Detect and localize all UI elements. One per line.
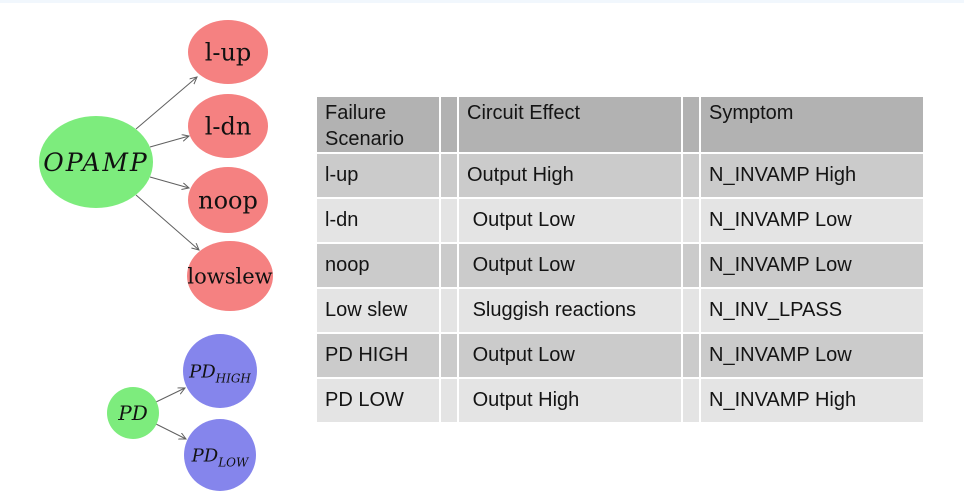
edge-opamp-lup xyxy=(135,77,197,130)
pd-low-subscript: LOW xyxy=(217,455,250,469)
edge-opamp-ldn xyxy=(149,136,189,148)
spacer-cell xyxy=(683,334,699,377)
cell-symptom: N_INVAMP High xyxy=(701,379,923,422)
edge-opamp-noop xyxy=(149,176,189,188)
table-header-row: Failure Scenario Circuit Effect Symptom xyxy=(317,97,923,152)
cell-effect: Output Low xyxy=(459,199,681,242)
node-pd-high-label: PDHIGH xyxy=(188,361,251,385)
spacer-cell xyxy=(441,154,457,197)
header-symptom: Symptom xyxy=(701,97,923,152)
failure-scenario-table: Failure Scenario Circuit Effect Symptom … xyxy=(315,95,925,424)
pd-low-main: PD xyxy=(191,445,219,466)
cell-effect: Output High xyxy=(459,154,681,197)
node-opamp xyxy=(39,116,153,208)
node-pd-low-label: PDLOW xyxy=(191,445,250,469)
node-pd-low xyxy=(184,419,256,491)
top-accent-strip xyxy=(0,0,964,3)
pd-fault-diagram: PD PDHIGH PDLOW xyxy=(107,334,257,491)
spacer-cell xyxy=(441,199,457,242)
node-opamp-label: OPAMP xyxy=(43,148,149,177)
header-failure-scenario: Failure Scenario xyxy=(317,97,439,152)
edge-pd-high xyxy=(155,388,185,403)
table-row: l-up Output High N_INVAMP High xyxy=(317,154,923,197)
node-ldn-label: l-dn xyxy=(205,112,252,140)
table-row: PD HIGH Output Low N_INVAMP Low xyxy=(317,334,923,377)
cell-failure: l-dn xyxy=(317,199,439,242)
spacer-cell xyxy=(683,379,699,422)
node-noop-label: noop xyxy=(198,186,258,214)
spacer-cell xyxy=(441,244,457,287)
cell-failure: l-up xyxy=(317,154,439,197)
cell-effect: Output High xyxy=(459,379,681,422)
cell-symptom: N_INVAMP Low xyxy=(701,199,923,242)
spacer-cell xyxy=(683,244,699,287)
table-row: l-dn Output Low N_INVAMP Low xyxy=(317,199,923,242)
cell-failure: PD HIGH xyxy=(317,334,439,377)
table-row: PD LOW Output High N_INVAMP High xyxy=(317,379,923,422)
cell-symptom: N_INV_LPASS xyxy=(701,289,923,332)
spacer-cell xyxy=(683,154,699,197)
header-spacer xyxy=(683,97,699,152)
table-row: noop Output Low N_INVAMP Low xyxy=(317,244,923,287)
cell-symptom: N_INVAMP High xyxy=(701,154,923,197)
pd-high-subscript: HIGH xyxy=(215,371,252,385)
node-lowslew xyxy=(187,241,273,311)
cell-failure: noop xyxy=(317,244,439,287)
opamp-fault-diagram: OPAMP l-up l-dn noop lowslew xyxy=(39,20,273,311)
table-row: Low slew Sluggish reactions N_INV_LPASS xyxy=(317,289,923,332)
cell-failure: PD LOW xyxy=(317,379,439,422)
cell-effect: Output Low xyxy=(459,244,681,287)
node-pd-high xyxy=(183,334,257,408)
spacer-cell xyxy=(441,379,457,422)
node-lup xyxy=(188,20,268,84)
node-pd-label: PD xyxy=(117,401,148,425)
node-lup-label: l-up xyxy=(205,38,252,66)
pd-high-main: PD xyxy=(188,361,216,382)
header-spacer xyxy=(441,97,457,152)
spacer-cell xyxy=(441,334,457,377)
spacer-cell xyxy=(683,289,699,332)
node-lowslew-label: lowslew xyxy=(187,264,272,288)
edge-pd-low xyxy=(155,423,186,439)
cell-symptom: N_INVAMP Low xyxy=(701,334,923,377)
spacer-cell xyxy=(683,199,699,242)
node-pd xyxy=(107,387,159,439)
node-ldn xyxy=(188,94,268,158)
cell-effect: Sluggish reactions xyxy=(459,289,681,332)
cell-symptom: N_INVAMP Low xyxy=(701,244,923,287)
spacer-cell xyxy=(441,289,457,332)
node-noop xyxy=(188,167,268,233)
cell-failure: Low slew xyxy=(317,289,439,332)
cell-effect: Output Low xyxy=(459,334,681,377)
header-circuit-effect: Circuit Effect xyxy=(459,97,681,152)
edge-opamp-lowslew xyxy=(135,194,199,250)
